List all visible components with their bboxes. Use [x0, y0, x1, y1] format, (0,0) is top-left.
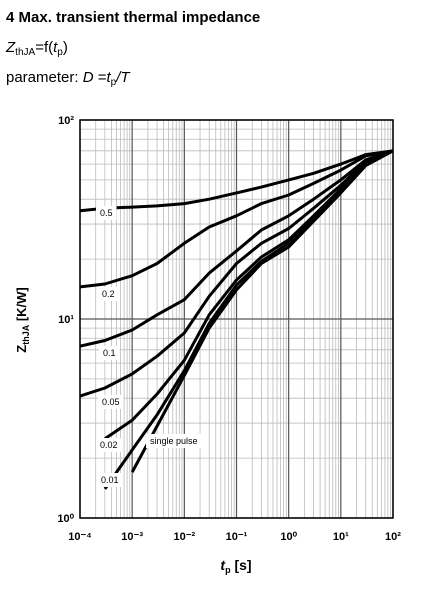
series-label: 0.5 [100, 208, 113, 218]
series-line [80, 149, 393, 213]
y-label-part: thJA [21, 324, 31, 345]
x-label-part: p [225, 565, 231, 575]
x-tick-label: 10¹ [333, 531, 349, 543]
parameter-part: = [94, 69, 107, 86]
y-label-part: [K/W] [14, 287, 29, 325]
x-tick-label: 10⁰ [280, 531, 297, 543]
formula: ZthJA=f(tp) [5, 39, 68, 58]
formula-part: thJA [15, 47, 35, 58]
formula-part: Z [5, 39, 16, 56]
x-label-part: [s] [231, 557, 252, 573]
series-line [80, 149, 393, 398]
parameter: parameter: D =tp/T [6, 69, 131, 88]
series-label-bg [96, 206, 117, 220]
series-label-bg [146, 434, 202, 448]
series-label: 0.1 [103, 348, 116, 358]
parameter-part: parameter: [6, 69, 83, 86]
x-axis-label: tp [s] [220, 557, 251, 575]
x-tick-label: 10⁻⁴ [68, 531, 91, 543]
series-label-bg [98, 395, 124, 409]
series-label-bg [98, 287, 119, 301]
parameter-part: D [83, 69, 94, 86]
series-line [80, 149, 393, 348]
parameter-part: /T [115, 69, 131, 86]
series-label: single pulse [150, 436, 198, 446]
plot-frame [79, 119, 394, 519]
series-line [80, 149, 393, 289]
parameter-part: t [106, 69, 111, 86]
chart-title: 4 Max. transient thermal impedance [6, 9, 260, 26]
formula-part: =f( [35, 39, 53, 56]
series-label-bg [97, 473, 123, 487]
series-label: 0.2 [102, 289, 115, 299]
y-tick-label: 10² [58, 115, 74, 127]
series-label-bg [99, 346, 120, 360]
x-tick-label: 10² [385, 531, 401, 543]
y-axis-label: ZthJA [K/W] [14, 287, 31, 353]
y-label-part: Z [14, 345, 29, 353]
series-label: 0.01 [101, 475, 119, 485]
series-label: 0.05 [102, 397, 120, 407]
formula-part: p [57, 47, 63, 58]
parameter-part: p [111, 77, 117, 88]
series-label: 0.02 [100, 440, 118, 450]
y-tick-label: 10¹ [58, 314, 74, 326]
x-tick-label: 10⁻¹ [226, 531, 248, 543]
formula-part: t [53, 39, 58, 56]
x-label-part: t [220, 557, 226, 573]
y-tick-label: 10⁰ [57, 513, 74, 525]
x-tick-label: 10⁻² [173, 531, 195, 543]
series-line [130, 149, 393, 473]
series-label-bg [96, 438, 122, 452]
formula-part: ) [63, 39, 68, 56]
x-tick-label: 10⁻³ [121, 531, 143, 543]
